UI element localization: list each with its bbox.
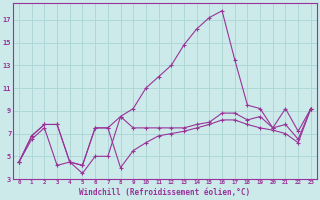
- X-axis label: Windchill (Refroidissement éolien,°C): Windchill (Refroidissement éolien,°C): [79, 188, 251, 197]
